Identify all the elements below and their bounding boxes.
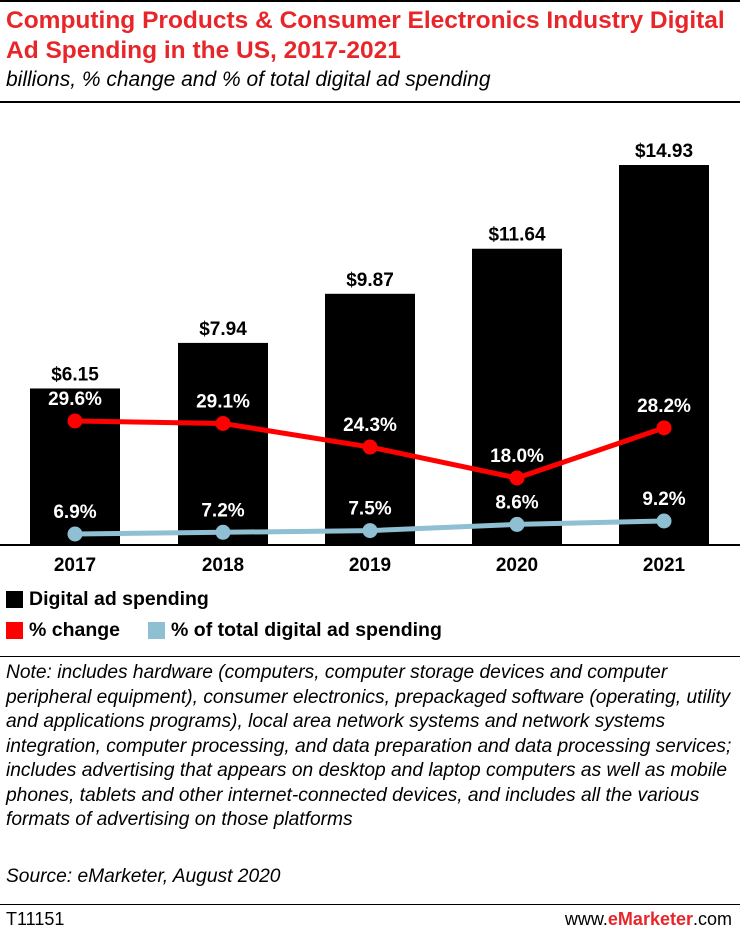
percent-change-label-2020: 18.0% [490, 446, 544, 467]
x-tick-label-2021: 2021 [643, 555, 686, 576]
legend-item-share: % of total digital ad spending [148, 619, 442, 642]
percent-change-point-2017 [67, 413, 83, 429]
bar-value-label-2021: $14.93 [635, 141, 693, 162]
legend-label-spending: Digital ad spending [29, 588, 209, 610]
note-rule [0, 656, 740, 657]
share-of-total-label-2019: 7.5% [348, 499, 391, 520]
legend-row-1: Digital ad spending [6, 588, 237, 611]
share-of-total-label-2021: 9.2% [642, 489, 685, 510]
share-of-total-point-2019 [362, 523, 378, 539]
chart-id: T11151 [6, 909, 65, 929]
percent-change-label-2017: 29.6% [48, 389, 102, 410]
brand-suffix: .com [692, 909, 732, 929]
legend-row-2: % change % of total digital ad spending [6, 619, 470, 642]
legend-swatch-share [148, 622, 166, 639]
percent-change-label-2021: 28.2% [637, 396, 691, 417]
title-rule [0, 101, 740, 103]
share-of-total-point-2021 [656, 513, 672, 529]
footer-rule [0, 904, 740, 905]
share-of-total-label-2020: 8.6% [495, 492, 538, 513]
legend-item-change: % change [6, 619, 120, 642]
chart-note: Note: includes hardware (computers, comp… [6, 662, 732, 830]
x-tick-label-2017: 2017 [54, 555, 96, 576]
brand-link[interactable]: www.eMarketer.com [565, 909, 732, 930]
chart-subtitle: billions, % change and % of total digita… [6, 68, 491, 91]
share-of-total-point-2018 [215, 524, 231, 540]
legend-swatch-change [6, 622, 23, 639]
percent-change-point-2020 [509, 470, 525, 486]
percent-change-point-2018 [215, 415, 231, 431]
bar-2019 [325, 293, 415, 545]
legend-swatch-spending [6, 591, 23, 608]
legend-label-share: % of total digital ad spending [171, 619, 442, 641]
brand-prefix: www. [564, 909, 608, 929]
bar-value-label-2020: $11.64 [488, 225, 545, 246]
bar-2021 [619, 165, 709, 545]
percent-change-label-2018: 29.1% [196, 391, 250, 412]
x-tick-label-2020: 2020 [496, 555, 538, 576]
percent-change-point-2021 [656, 420, 672, 436]
top-rule [0, 0, 740, 2]
share-of-total-point-2017 [67, 526, 83, 542]
chart-plot: $6.15 $7.94 $9.87 $11.64 $14.93 2017 2018 2019 2… [0, 141, 740, 576]
share-of-total-label-2017: 6.9% [53, 502, 96, 523]
chart-source: Source: eMarketer, August 2020 [6, 866, 281, 887]
bar-2020 [472, 248, 562, 546]
bar-value-label-2019: $9.87 [346, 270, 394, 291]
bar-2018 [178, 342, 268, 545]
x-tick-label-2018: 2018 [202, 555, 244, 576]
share-of-total-label-2018: 7.2% [201, 500, 244, 521]
share-of-total-point-2020 [509, 516, 525, 532]
bar-value-label-2017: $6.15 [51, 364, 99, 385]
chart-title: Computing Products & Consumer Electronic… [6, 7, 725, 64]
brand-name: eMarketer [607, 909, 693, 929]
percent-change-label-2019: 24.3% [343, 415, 397, 436]
legend-item-spending: Digital ad spending [6, 588, 209, 611]
bar-value-label-2018: $7.94 [199, 319, 247, 340]
x-tick-label-2019: 2019 [349, 555, 391, 576]
percent-change-point-2019 [362, 439, 378, 455]
legend-label-change: % change [29, 619, 121, 641]
